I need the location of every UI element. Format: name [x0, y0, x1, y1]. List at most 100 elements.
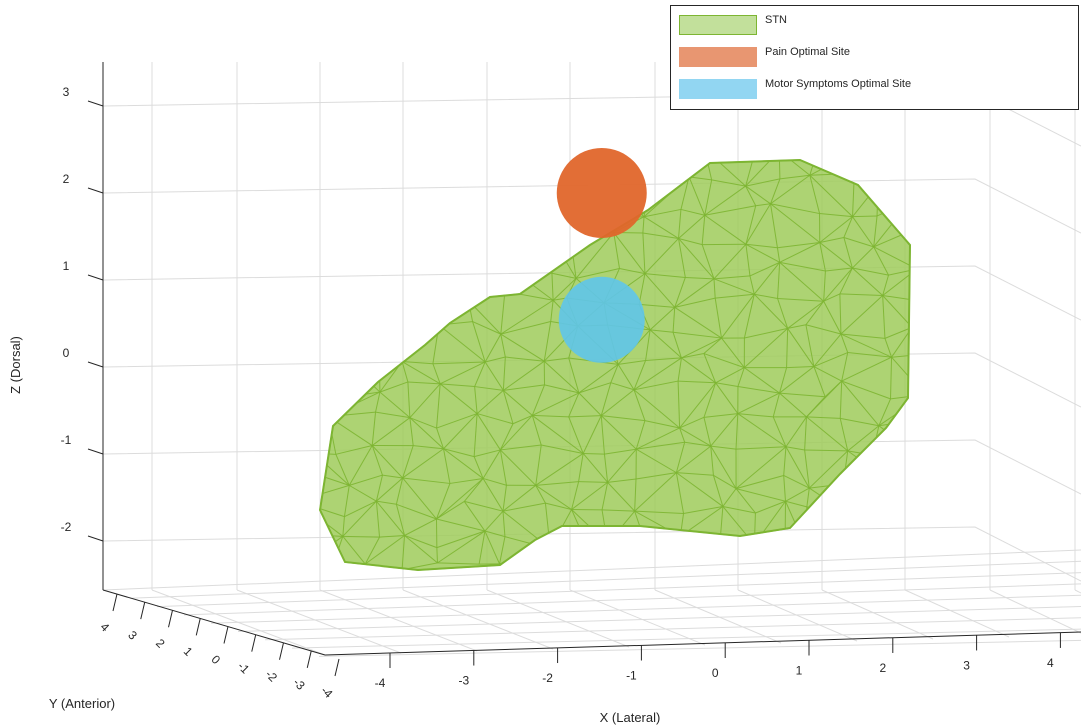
stn-mesh-edge	[307, 427, 314, 453]
stn-mesh-edge	[877, 184, 910, 189]
stn-mesh-edge	[787, 324, 806, 329]
grid-line-h	[102, 265, 1081, 321]
stn-mesh-edge	[745, 160, 780, 187]
stn-mesh-edge	[502, 511, 506, 537]
stn-mesh-edge	[619, 267, 646, 275]
stn-mesh-edge	[916, 395, 925, 421]
z-tick-mark	[87, 100, 104, 107]
grid-line-floor	[654, 589, 782, 644]
y-tick-label: -2	[263, 667, 281, 685]
stn-mesh-edge	[882, 268, 910, 296]
stn-mesh-edge	[703, 353, 717, 383]
stn-mesh-edge	[672, 307, 676, 333]
stn-mesh-edge	[401, 174, 441, 188]
stn-mesh-edge	[500, 333, 545, 362]
stn-mesh-edge	[320, 472, 350, 486]
stn-mesh-edge	[379, 534, 405, 538]
stn-mesh-edge	[436, 413, 478, 429]
stn-mesh-edge	[715, 382, 739, 387]
stn-mesh-edge	[852, 267, 884, 296]
stn-mesh-edge	[335, 176, 364, 189]
stn-mesh-edge	[544, 384, 580, 394]
stn-mesh-edge	[344, 200, 375, 213]
stn-mesh-edge	[575, 267, 620, 279]
grid-line-floor	[989, 589, 1081, 634]
stn-mesh-edge	[704, 185, 746, 216]
stn-mesh-edge	[775, 544, 806, 570]
stn-mesh-edge	[375, 501, 381, 538]
stn-mesh-edge	[637, 160, 690, 178]
stn-mesh-edge	[785, 487, 810, 502]
stn-mesh-edge	[449, 477, 484, 484]
stn-mesh-edge	[638, 142, 689, 159]
stn-mesh-edge	[400, 186, 436, 209]
stn-mesh-edge	[823, 300, 842, 335]
stn-mesh-edge	[402, 361, 433, 365]
stn-mesh-edge	[749, 275, 755, 295]
stn-mesh-edge	[511, 160, 516, 183]
stn-mesh-edge	[840, 333, 892, 358]
stn-mesh-edge	[809, 174, 853, 218]
stn-mesh-edge	[320, 353, 349, 363]
stn-mesh-edge	[329, 297, 373, 310]
stn-mesh-edge	[404, 535, 438, 564]
grid-line-h	[102, 526, 1081, 582]
stn-mesh-edge	[339, 201, 375, 247]
stn-mesh-edge	[679, 427, 711, 447]
stn-mesh-edge	[743, 294, 755, 339]
stn-mesh-edge	[297, 501, 299, 534]
stn-mesh-edge	[305, 145, 331, 151]
stn-mesh-edge	[410, 293, 440, 326]
stn-mesh-edge	[320, 297, 330, 322]
stn-mesh-edge	[535, 485, 546, 504]
stn-mesh-edge	[328, 245, 341, 273]
stn-mesh-edge	[745, 243, 778, 249]
stn-mesh-edge	[676, 445, 712, 474]
stn-mesh-edge	[680, 535, 717, 565]
stn-mesh-edge	[754, 541, 786, 545]
stn-mesh-edge	[443, 448, 475, 458]
stn-mesh-edge	[633, 360, 647, 390]
stn-mesh-edge	[714, 298, 723, 339]
stn-mesh-edge	[770, 203, 820, 215]
stn-mesh-edge	[680, 208, 705, 216]
stn-mesh-edge	[672, 332, 682, 359]
grid-line-floor	[318, 639, 1081, 657]
stn-mesh-edge	[743, 328, 788, 368]
stn-mesh-edge	[371, 233, 382, 268]
stn-mesh-edge	[503, 390, 533, 416]
stn-mesh-edge	[779, 392, 807, 418]
legend-swatch-motor	[679, 79, 757, 99]
stn-mesh-edge	[465, 235, 504, 238]
stn-mesh-edge	[785, 446, 810, 489]
stn-mesh-edge	[335, 454, 350, 486]
grid-line-floor	[236, 589, 402, 654]
stn-mesh-edge	[512, 160, 536, 176]
grid-line-floor	[904, 589, 1010, 638]
stn-mesh-edge	[841, 380, 880, 427]
grid-line-h	[102, 178, 1081, 234]
stn-mesh-edge	[295, 387, 306, 427]
stn-mesh-edge	[873, 215, 878, 247]
y-axis-line	[102, 589, 326, 656]
z-tick-label: -2	[61, 520, 72, 534]
stn-mesh-edge	[578, 363, 619, 394]
stn-mesh-edge	[715, 544, 721, 564]
stn-mesh-edge	[436, 483, 451, 520]
x-axis-label: X (Lateral)	[600, 710, 661, 725]
stn-mesh-edge	[363, 160, 373, 188]
y-tick-mark	[251, 634, 257, 652]
x-tick-label: -3	[458, 674, 469, 688]
stn-mesh-edge	[713, 275, 751, 280]
stn-mesh-edge	[770, 178, 781, 204]
stn-mesh-edge	[882, 533, 910, 540]
stn-mesh-edge	[476, 390, 504, 414]
stn-mesh-edge	[335, 177, 345, 213]
stn-mesh-edge	[678, 237, 703, 246]
stn-mesh-edge	[681, 357, 716, 384]
stn-mesh-edge	[607, 482, 636, 512]
stn-mesh-edge	[674, 278, 715, 308]
stn-mesh-edge	[568, 416, 584, 454]
stn-mesh-edge	[434, 207, 480, 215]
stn-mesh-edge	[568, 357, 580, 394]
